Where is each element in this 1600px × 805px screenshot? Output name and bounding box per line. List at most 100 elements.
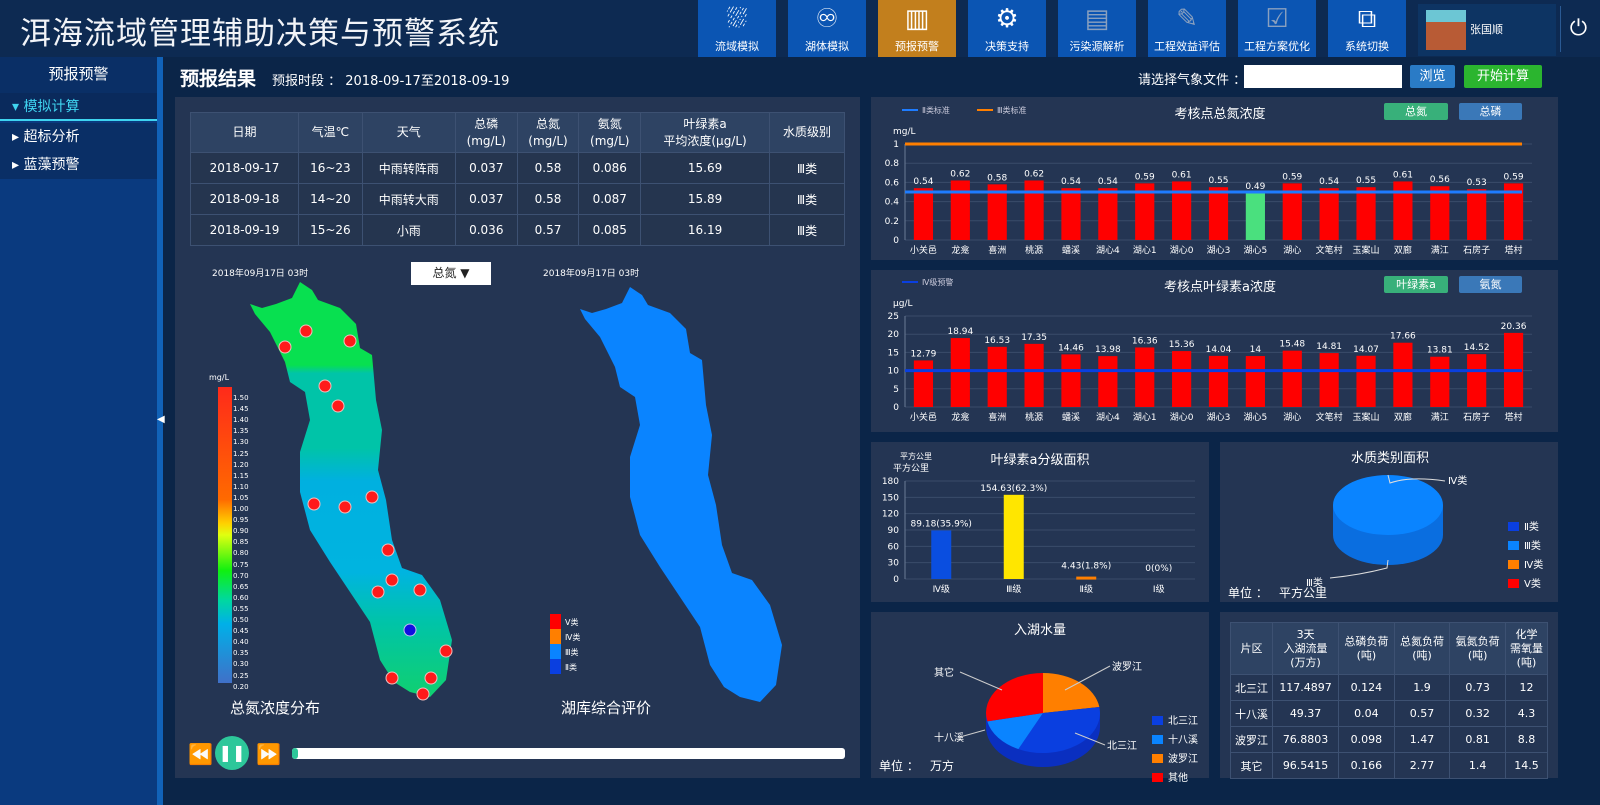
monitoring-point[interactable] <box>343 334 357 348</box>
bar[interactable] <box>1076 576 1097 580</box>
nav-clipboard-check[interactable]: ☑ 工程方案优化 <box>1238 0 1316 57</box>
monitoring-point[interactable] <box>338 500 352 514</box>
table-cell: 117.4897 <box>1272 674 1340 701</box>
monitoring-point[interactable] <box>299 324 313 338</box>
table-cell: 0.098 <box>1338 726 1395 753</box>
nav-edit[interactable]: ✎ 工程效益评估 <box>1148 0 1226 57</box>
bar[interactable] <box>1393 342 1413 407</box>
browse-button[interactable]: 浏览 <box>1410 65 1455 88</box>
sidebar-item-simulate[interactable]: ▾ 模拟计算 <box>0 93 157 121</box>
bar[interactable] <box>1208 187 1229 240</box>
bar[interactable] <box>1467 354 1487 407</box>
bar[interactable] <box>1208 355 1229 407</box>
bar[interactable] <box>1319 188 1339 240</box>
monitoring-point[interactable] <box>318 379 332 393</box>
playback-progress[interactable] <box>292 748 845 759</box>
bar[interactable] <box>1245 192 1265 240</box>
bar[interactable] <box>1282 350 1302 407</box>
bar[interactable] <box>950 338 970 407</box>
table-cell: 0.037 <box>454 152 518 184</box>
nav-decision[interactable]: ⚙ 决策支持 <box>968 0 1046 57</box>
pie-slice[interactable] <box>986 673 1043 722</box>
bar[interactable] <box>1319 353 1339 407</box>
monitoring-point[interactable] <box>413 583 427 597</box>
sidebar-splitter[interactable] <box>157 57 163 805</box>
pie-slice[interactable] <box>987 713 1043 750</box>
data-label: 13.81 <box>1427 346 1453 356</box>
collapse-arrow-icon[interactable]: ◀ <box>157 414 165 425</box>
monitoring-point[interactable] <box>371 585 385 599</box>
monitoring-point[interactable] <box>385 671 399 685</box>
monitoring-point[interactable] <box>307 497 321 511</box>
monitoring-point[interactable] <box>381 543 395 557</box>
bar[interactable] <box>1245 356 1265 407</box>
nh3-button[interactable]: 氨氮 <box>1459 276 1522 293</box>
scale-label: 0.70 <box>233 571 249 580</box>
nav-river[interactable]: ⛆ 流域模拟 <box>698 0 776 57</box>
sidebar-item-algae[interactable]: ▸ 蓝藻预警 <box>0 151 157 179</box>
legend-label: Ⅳ级预警 <box>922 277 953 287</box>
bar[interactable] <box>1061 188 1081 240</box>
bar[interactable] <box>987 346 1007 407</box>
header-line: 片区 <box>1240 641 1263 655</box>
start-calc-button[interactable]: 开始计算 <box>1464 65 1542 88</box>
monitoring-point[interactable] <box>365 490 379 504</box>
bar[interactable] <box>913 360 934 407</box>
table-cell: 14.5 <box>1504 752 1549 779</box>
bar[interactable] <box>1098 356 1118 407</box>
tn-button[interactable]: 总氮 <box>1384 103 1448 120</box>
bar[interactable] <box>1467 189 1487 240</box>
monitoring-point[interactable] <box>331 399 345 413</box>
class-legend-swatch <box>550 659 561 674</box>
bar[interactable] <box>1282 183 1302 240</box>
bar[interactable] <box>1172 351 1192 407</box>
sidebar-item-exceed[interactable]: ▸ 超标分析 <box>0 123 157 151</box>
bar[interactable] <box>1430 186 1450 240</box>
pie-slice[interactable] <box>1043 673 1100 713</box>
bar[interactable] <box>1135 347 1155 407</box>
table-cell: 0.32 <box>1449 700 1506 727</box>
parameter-dropdown[interactable]: 总氮 ▼ <box>411 262 491 285</box>
pause-button[interactable]: ❚❚ <box>215 736 249 770</box>
rewind-icon[interactable]: ⏪ <box>188 742 213 766</box>
bar[interactable] <box>1098 188 1118 240</box>
bar[interactable] <box>1135 183 1155 240</box>
pie-slice[interactable] <box>1018 706 1101 753</box>
pie-slice-class3[interactable] <box>1333 475 1443 535</box>
monitoring-point[interactable] <box>424 671 438 685</box>
nav-warning[interactable]: ▥ 预报预警 <box>878 0 956 57</box>
tp-button[interactable]: 总磷 <box>1459 103 1522 120</box>
monitoring-point[interactable] <box>278 340 292 354</box>
nav-document[interactable]: ▤ 污染源解析 <box>1058 0 1136 57</box>
power-icon[interactable]: ⏻ <box>1560 6 1596 52</box>
monitoring-point[interactable] <box>439 644 453 658</box>
monitoring-point[interactable] <box>416 687 430 701</box>
y-tick-label: 0 <box>893 236 899 246</box>
bar[interactable] <box>1503 183 1524 240</box>
bar[interactable] <box>1024 180 1044 240</box>
nav-switch[interactable]: ⧉ 系统切换 <box>1328 0 1406 57</box>
bar[interactable] <box>1061 354 1081 407</box>
nav-lake[interactable]: ♾ 湖体模拟 <box>788 0 866 57</box>
user-box[interactable]: 张国顺 <box>1418 4 1556 56</box>
monitoring-point[interactable] <box>403 623 417 637</box>
bar[interactable] <box>931 530 952 579</box>
monitoring-point[interactable] <box>385 573 399 587</box>
bar[interactable] <box>1356 187 1376 240</box>
weather-file-input[interactable] <box>1244 65 1402 88</box>
bar[interactable] <box>913 188 934 240</box>
bar[interactable] <box>1003 494 1024 579</box>
bar[interactable] <box>987 184 1007 240</box>
callout-label: 波罗江 <box>1112 660 1142 673</box>
table-header: 叶绿素a 平均浓度(μg/L) <box>640 112 771 153</box>
chl-button[interactable]: 叶绿素a <box>1384 276 1448 293</box>
fast-forward-icon[interactable]: ⏩ <box>256 742 281 766</box>
bar[interactable] <box>1172 181 1192 240</box>
bar[interactable] <box>950 180 970 240</box>
x-tick-label: 双廊 <box>1394 411 1412 423</box>
bar[interactable] <box>1024 343 1044 407</box>
bar[interactable] <box>1356 355 1376 407</box>
bar[interactable] <box>1430 356 1450 407</box>
scale-label: 0.60 <box>233 593 249 602</box>
bar[interactable] <box>1393 181 1413 240</box>
